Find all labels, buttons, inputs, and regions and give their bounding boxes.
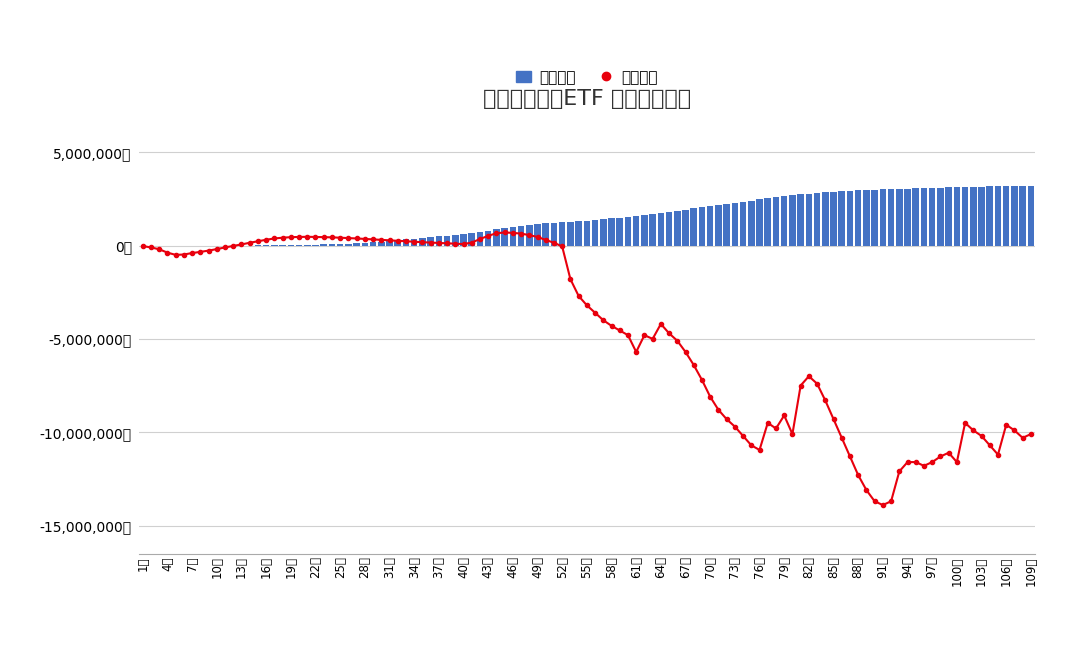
Title: トライオートETF 週別運用実績: トライオートETF 週別運用実績 (482, 89, 691, 109)
Bar (839, 191, 845, 246)
Bar (830, 192, 837, 246)
Bar (386, 241, 393, 246)
Bar (329, 244, 335, 246)
Bar (435, 237, 442, 246)
Bar (510, 227, 516, 246)
Bar (617, 217, 623, 246)
Bar (888, 189, 894, 246)
Bar (945, 187, 952, 246)
Bar (1012, 186, 1018, 246)
Bar (584, 221, 590, 246)
Bar (822, 192, 829, 246)
Legend: 実現損益, 評価損益: 実現損益, 評価損益 (516, 70, 657, 85)
Bar (657, 213, 664, 246)
Bar (690, 208, 697, 246)
Bar (764, 198, 771, 246)
Bar (1028, 186, 1034, 246)
Bar (797, 194, 803, 246)
Bar (568, 222, 574, 246)
Bar (674, 211, 681, 246)
Bar (872, 190, 878, 246)
Bar (748, 200, 754, 246)
Bar (904, 188, 911, 246)
Bar (732, 203, 738, 246)
Bar (493, 229, 499, 246)
Bar (592, 220, 599, 246)
Bar (477, 232, 483, 246)
Bar (551, 223, 557, 246)
Bar (427, 237, 434, 246)
Bar (633, 215, 639, 246)
Bar (781, 196, 787, 246)
Bar (526, 225, 532, 246)
Bar (452, 235, 459, 246)
Bar (501, 228, 508, 246)
Bar (484, 231, 492, 246)
Bar (313, 244, 319, 246)
Bar (723, 204, 730, 246)
Bar (707, 206, 714, 246)
Bar (773, 197, 779, 246)
Bar (682, 210, 689, 246)
Bar (395, 241, 401, 246)
Bar (814, 193, 821, 246)
Bar (320, 244, 327, 246)
Bar (600, 219, 606, 246)
Bar (757, 200, 763, 246)
Bar (699, 208, 705, 246)
Bar (879, 189, 887, 246)
Bar (641, 215, 648, 246)
Bar (608, 218, 615, 246)
Bar (517, 225, 524, 246)
Bar (1019, 186, 1026, 246)
Bar (535, 224, 541, 246)
Bar (855, 190, 861, 246)
Bar (460, 234, 466, 246)
Bar (468, 233, 475, 246)
Bar (402, 239, 410, 246)
Bar (847, 191, 854, 246)
Bar (790, 195, 796, 246)
Bar (337, 244, 344, 246)
Bar (978, 186, 985, 246)
Bar (650, 214, 656, 246)
Bar (362, 243, 368, 246)
Bar (896, 189, 903, 246)
Bar (411, 239, 417, 246)
Bar (739, 202, 747, 246)
Bar (345, 244, 352, 246)
Bar (444, 236, 450, 246)
Bar (715, 205, 721, 246)
Bar (912, 188, 919, 246)
Bar (987, 186, 993, 246)
Bar (575, 221, 582, 246)
Bar (353, 243, 360, 246)
Bar (929, 188, 936, 246)
Bar (954, 187, 960, 246)
Bar (921, 188, 927, 246)
Bar (863, 190, 870, 246)
Bar (1003, 186, 1009, 246)
Bar (806, 194, 812, 246)
Bar (370, 243, 377, 246)
Bar (624, 217, 632, 246)
Bar (994, 186, 1001, 246)
Bar (559, 222, 566, 246)
Bar (378, 242, 384, 246)
Bar (961, 187, 969, 246)
Bar (937, 188, 943, 246)
Bar (542, 223, 550, 246)
Bar (419, 238, 426, 246)
Bar (666, 212, 672, 246)
Bar (970, 186, 976, 246)
